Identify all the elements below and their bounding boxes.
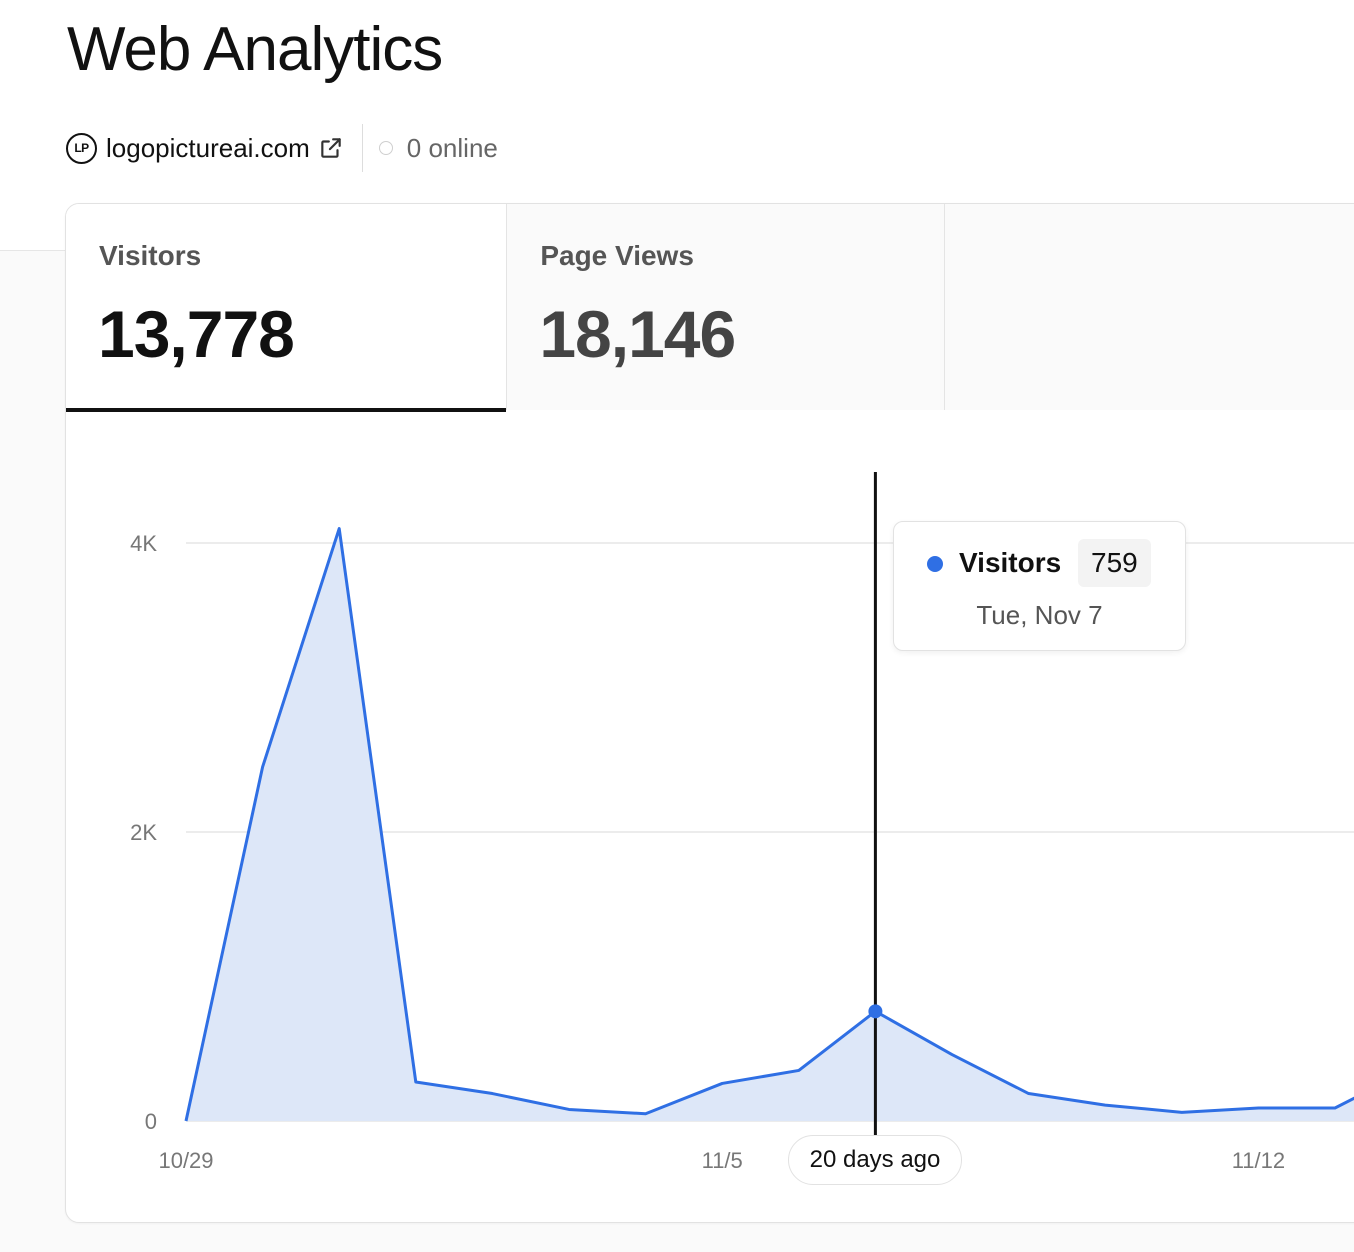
site-domain: logopictureai.com bbox=[106, 132, 310, 163]
cursor-date-label: 20 days ago bbox=[788, 1135, 962, 1185]
metric-tabs: Visitors 13,778 Page Views 18,146 bbox=[66, 204, 1354, 412]
chart-tooltip: Visitors 759 Tue, Nov 7 bbox=[893, 521, 1186, 651]
site-info-row: LP logopictureai.com 0 online bbox=[66, 124, 498, 172]
external-link-icon bbox=[321, 138, 341, 158]
tooltip-value: 759 bbox=[1078, 539, 1151, 587]
page-title: Web Analytics bbox=[67, 15, 443, 84]
tab-value: 13,778 bbox=[98, 297, 295, 371]
series-dot-icon bbox=[927, 556, 943, 572]
online-status: 0 online bbox=[378, 132, 498, 164]
site-link[interactable]: logopictureai.com bbox=[106, 133, 344, 164]
site-logo: LP bbox=[66, 132, 97, 164]
analytics-card: Visitors 13,778 Page Views 18,146 bbox=[65, 203, 1354, 1223]
tab-visitors[interactable]: Visitors 13,778 bbox=[66, 204, 508, 412]
tab-label: Visitors bbox=[99, 240, 202, 271]
tooltip-series-name: Visitors bbox=[959, 547, 1062, 578]
tab-page-views[interactable]: Page Views 18,146 bbox=[507, 204, 945, 410]
online-count: 0 online bbox=[406, 132, 498, 163]
tooltip-date: Tue, Nov 7 bbox=[976, 600, 1103, 630]
tab-label: Page Views bbox=[540, 240, 694, 271]
divider bbox=[361, 124, 363, 172]
online-dot-icon bbox=[378, 141, 393, 155]
tab-value: 18,146 bbox=[539, 297, 736, 371]
tab-extra[interactable] bbox=[944, 204, 1354, 410]
